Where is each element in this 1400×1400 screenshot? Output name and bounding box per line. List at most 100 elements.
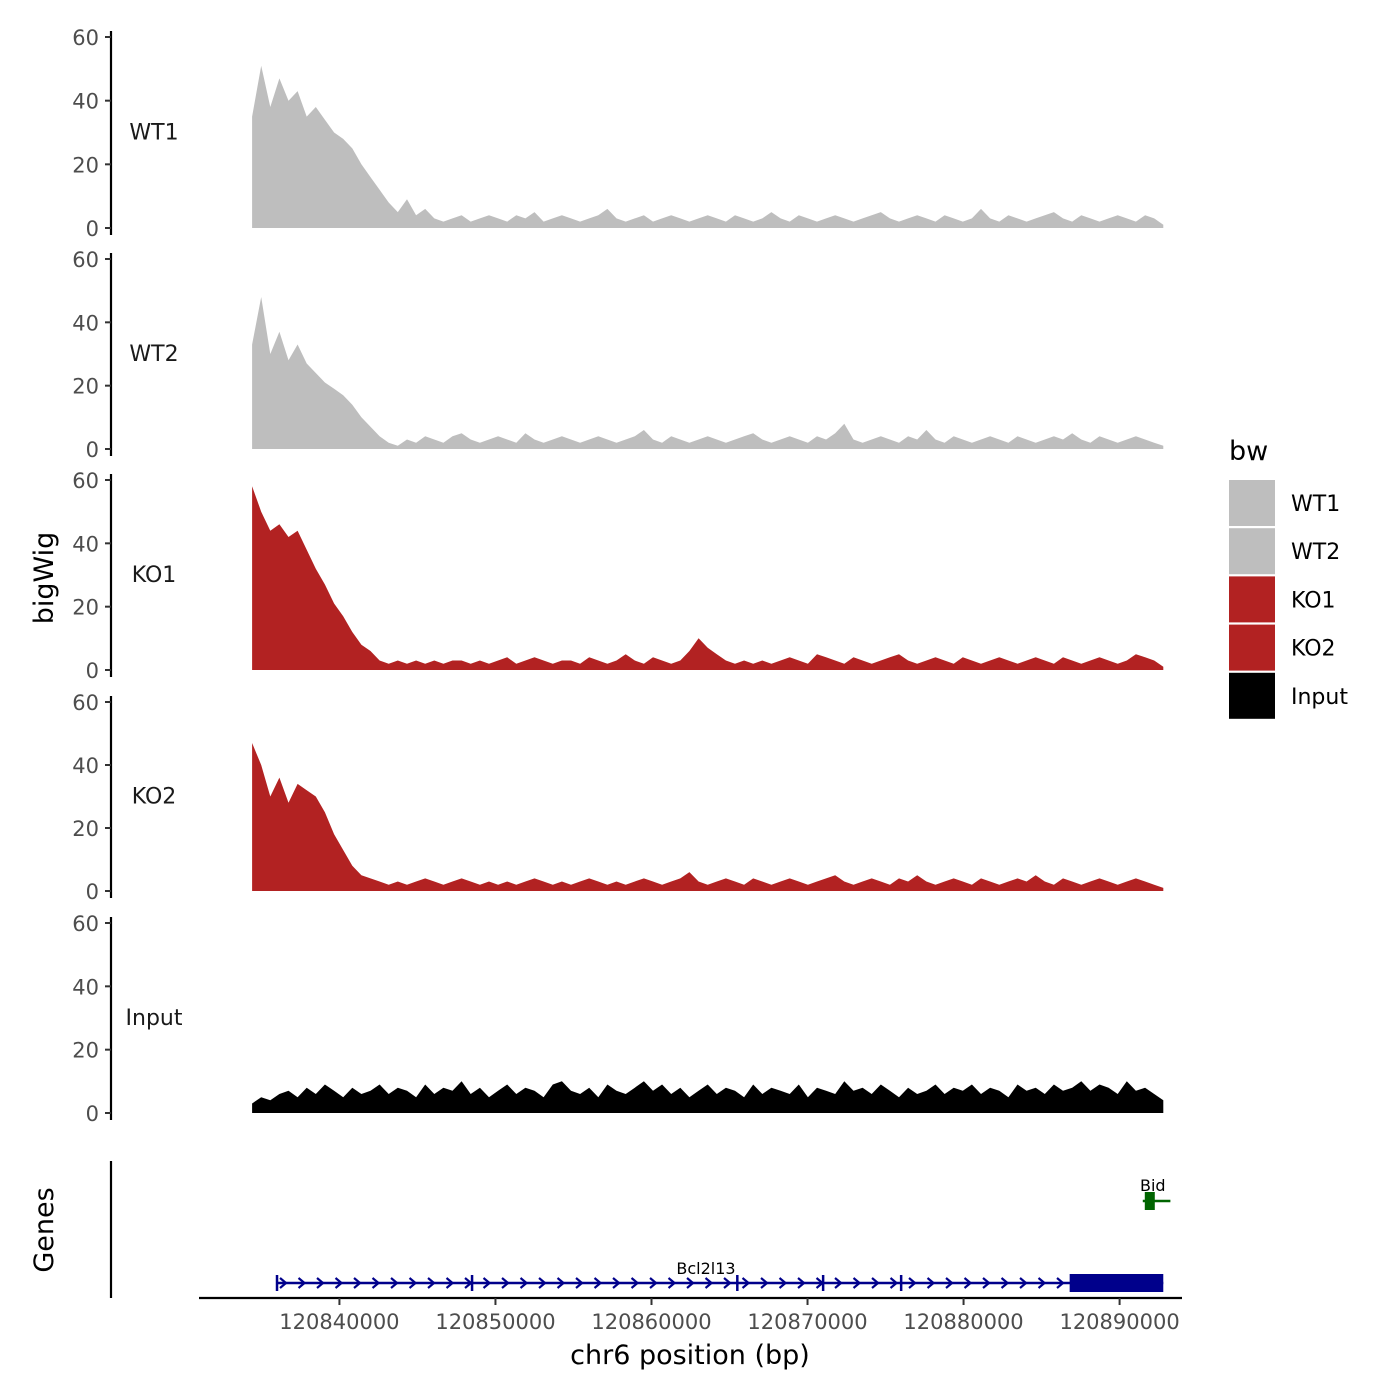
strand-arrow-icon bbox=[630, 1277, 640, 1289]
y-tick-label: 60 bbox=[72, 469, 99, 493]
legend-swatch bbox=[1229, 528, 1275, 575]
x-axis-title: chr6 position (bp) bbox=[570, 1340, 810, 1371]
strand-arrow-icon bbox=[538, 1277, 547, 1289]
y-tick-label: 20 bbox=[72, 596, 99, 620]
y-tick-label: 40 bbox=[72, 311, 99, 335]
strand-arrow-icon bbox=[852, 1277, 862, 1289]
y-tick-label: 20 bbox=[72, 375, 99, 399]
gene-models: Bcl2l13 Bid bbox=[275, 1176, 1171, 1292]
x-axis-ticks: 120840000 120850000 120860000 120870000 1208… bbox=[279, 1298, 1180, 1334]
legend-label: WT1 bbox=[1291, 492, 1340, 517]
area-wt1 bbox=[252, 65, 1164, 228]
strand-arrow-icon bbox=[741, 1277, 751, 1289]
strand-arrow-icon bbox=[889, 1277, 899, 1289]
y-tick-label: 60 bbox=[72, 691, 99, 715]
strand-arrow-icon bbox=[908, 1277, 917, 1289]
legend-swatch bbox=[1229, 672, 1275, 719]
strand-arrow-icon bbox=[390, 1277, 399, 1289]
legend-item-ko1: KO1 bbox=[1229, 576, 1336, 623]
x-tick-label: 120860000 bbox=[591, 1310, 711, 1334]
gene-bid: Bid bbox=[1140, 1176, 1171, 1210]
y-tick-label: 0 bbox=[86, 217, 99, 241]
track-label: WT1 bbox=[129, 121, 178, 146]
legend-item-input: Input bbox=[1229, 672, 1348, 719]
x-tick-label: 120870000 bbox=[747, 1310, 867, 1334]
strand-arrow-icon bbox=[612, 1277, 621, 1289]
legend-item-wt2: WT2 bbox=[1229, 528, 1340, 575]
legend-swatch bbox=[1229, 480, 1275, 526]
y-tick-label: 0 bbox=[86, 880, 99, 904]
y-tick-label: 20 bbox=[72, 817, 99, 841]
area-ko1 bbox=[252, 486, 1164, 670]
legend-label: Input bbox=[1291, 685, 1348, 710]
strand-arrow-icon bbox=[519, 1277, 529, 1289]
x-tick-label: 120840000 bbox=[279, 1310, 399, 1334]
y-tick-label: 40 bbox=[72, 532, 99, 556]
y-tick-label: 0 bbox=[86, 1102, 99, 1126]
strand-arrow-icon bbox=[445, 1277, 455, 1289]
strand-arrow-icon bbox=[593, 1277, 603, 1289]
strand-arrow-icon bbox=[1037, 1277, 1047, 1289]
track-label: Input bbox=[126, 1006, 183, 1031]
strand-arrow-icon bbox=[1056, 1277, 1065, 1289]
gene-coding-block bbox=[1144, 1192, 1155, 1210]
y-tick-label: 0 bbox=[86, 438, 99, 462]
genes-panel: Genes 120840000 120850000 120860000 1208700… bbox=[29, 1161, 1182, 1334]
strand-arrow-icon bbox=[316, 1277, 325, 1289]
strand-arrow-icon bbox=[408, 1277, 418, 1289]
area-ko2 bbox=[252, 743, 1164, 891]
x-tick-label: 120850000 bbox=[435, 1310, 555, 1334]
strand-arrow-icon bbox=[1019, 1277, 1028, 1289]
strand-arrow-icon bbox=[427, 1277, 436, 1289]
strand-arrow-icon bbox=[723, 1277, 732, 1289]
legend-label: KO1 bbox=[1291, 588, 1336, 613]
strand-arrow-icon bbox=[926, 1277, 936, 1289]
genes-axis-title: Genes bbox=[29, 1187, 60, 1272]
gene-bcl2l13: Bcl2l13 bbox=[275, 1259, 1164, 1292]
y-axis-title: bigWig bbox=[29, 532, 60, 625]
strand-arrow-icon bbox=[334, 1277, 344, 1289]
track-label: KO2 bbox=[132, 785, 177, 810]
y-tick-label: 60 bbox=[72, 248, 99, 272]
gene-coding-block bbox=[1069, 1274, 1164, 1292]
legend-item-wt1: WT1 bbox=[1229, 480, 1340, 526]
y-tick-label: 40 bbox=[72, 754, 99, 778]
strand-arrow-icon bbox=[279, 1277, 288, 1289]
track-wt2: 0 20 40 60 WT2 bbox=[72, 248, 1164, 462]
strand-arrow-icon bbox=[482, 1277, 492, 1289]
legend-item-ko2: KO2 bbox=[1229, 624, 1336, 671]
strand-arrow-icon bbox=[667, 1277, 677, 1289]
legend: bw WT1 WT2 KO1 KO2 Input bbox=[1229, 436, 1348, 719]
legend-title: bw bbox=[1229, 436, 1268, 467]
strand-arrow-icon bbox=[963, 1277, 973, 1289]
track-ko1: 0 20 40 60 KO1 bbox=[72, 469, 1164, 683]
strand-arrow-icon bbox=[556, 1277, 566, 1289]
y-tick-label: 20 bbox=[72, 153, 99, 177]
strand-arrow-icon bbox=[945, 1277, 954, 1289]
y-tick-label: 60 bbox=[72, 26, 99, 50]
strand-arrow-icon bbox=[778, 1277, 788, 1289]
strand-arrow-icon bbox=[501, 1277, 510, 1289]
x-tick-label: 120880000 bbox=[903, 1310, 1023, 1334]
track-wt1: 0 20 40 60 WT1 bbox=[72, 26, 1164, 241]
signal-tracks: 0 20 40 60 WT1 0 20 40 60 WT2 0 20 40 60 KO1 0 20 40 60 KO2… bbox=[72, 26, 1164, 1126]
gene-label: Bcl2l13 bbox=[676, 1259, 735, 1278]
legend-label: KO2 bbox=[1291, 637, 1336, 662]
strand-arrow-icon bbox=[797, 1277, 806, 1289]
strand-arrow-icon bbox=[871, 1277, 880, 1289]
track-input: 0 20 40 60 Input bbox=[72, 912, 1164, 1126]
y-tick-label: 40 bbox=[72, 975, 99, 999]
y-tick-label: 40 bbox=[72, 90, 99, 114]
y-tick-label: 0 bbox=[86, 659, 99, 683]
strand-arrow-icon bbox=[575, 1277, 584, 1289]
area-wt2 bbox=[252, 297, 1164, 449]
strand-arrow-icon bbox=[297, 1277, 307, 1289]
track-ko2: 0 20 40 60 KO2 bbox=[72, 691, 1164, 904]
strand-arrow-icon bbox=[982, 1277, 991, 1289]
legend-label: WT2 bbox=[1291, 540, 1340, 565]
y-tick-label: 20 bbox=[72, 1039, 99, 1063]
strand-arrow-icon bbox=[704, 1277, 714, 1289]
strand-arrow-icon bbox=[686, 1277, 695, 1289]
legend-swatch bbox=[1229, 576, 1275, 623]
